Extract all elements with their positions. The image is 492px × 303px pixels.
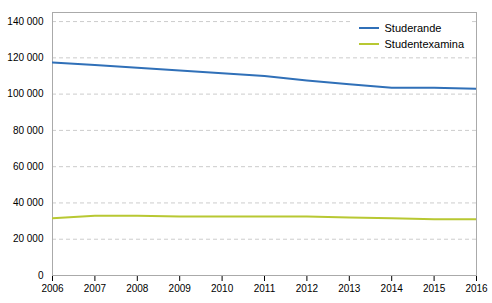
svg-text:140 000: 140 000 xyxy=(7,16,44,27)
svg-text:2008: 2008 xyxy=(126,283,149,294)
svg-text:0: 0 xyxy=(38,270,44,281)
svg-text:40 000: 40 000 xyxy=(13,197,44,208)
svg-text:2012: 2012 xyxy=(296,283,319,294)
svg-text:100 000: 100 000 xyxy=(7,88,44,99)
svg-text:80 000: 80 000 xyxy=(13,125,44,136)
svg-text:2007: 2007 xyxy=(84,283,107,294)
svg-text:2009: 2009 xyxy=(169,283,192,294)
svg-text:2015: 2015 xyxy=(423,283,446,294)
svg-text:2006: 2006 xyxy=(41,283,64,294)
svg-text:120 000: 120 000 xyxy=(7,52,44,63)
svg-text:2010: 2010 xyxy=(211,283,234,294)
svg-text:20 000: 20 000 xyxy=(13,233,44,244)
svg-text:60 000: 60 000 xyxy=(13,161,44,172)
svg-text:2016: 2016 xyxy=(465,283,488,294)
html-text:Studerande: Studerande xyxy=(384,22,442,34)
svg-text:2013: 2013 xyxy=(338,283,361,294)
svg-text:2011: 2011 xyxy=(254,283,276,294)
svg-text:2014: 2014 xyxy=(381,283,404,294)
html-text:Studentexamina: Studentexamina xyxy=(384,38,464,50)
